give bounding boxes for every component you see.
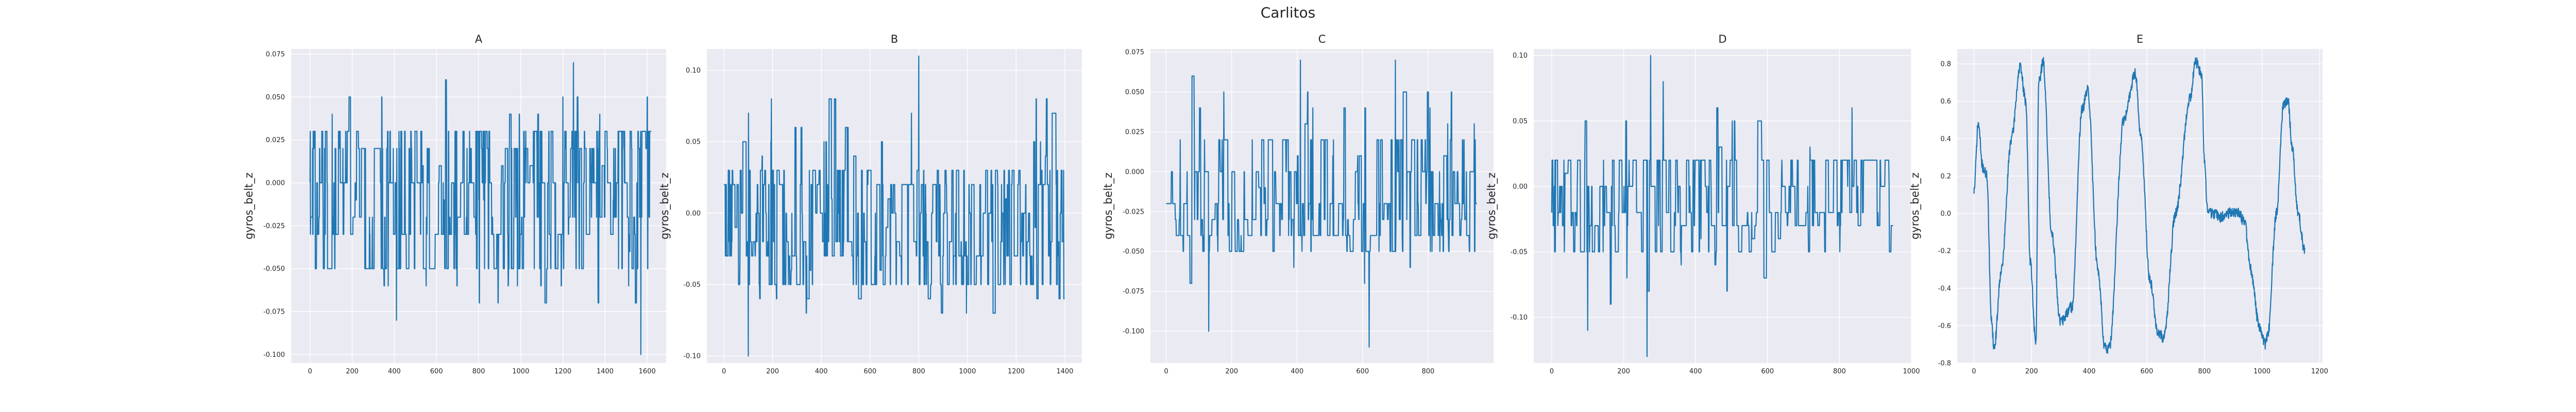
y-tick-label: -0.6 xyxy=(1938,322,1951,330)
subplot-title: A xyxy=(475,33,483,45)
subplot-e: 0 200 400 600 800 1000 1200 -0.8 -0.6 -0.4 -0.2 0.0… xyxy=(1909,33,2328,375)
x-tick-label: 1200 xyxy=(1008,368,1025,375)
y-tick-label: 0.8 xyxy=(1940,61,1951,68)
subplot-title: D xyxy=(1718,33,1726,45)
x-tick-label: 1000 xyxy=(2253,368,2270,375)
y-tick-label: 0.2 xyxy=(1940,173,1951,180)
subplot-title: C xyxy=(1318,33,1326,45)
x-tick-label: 200 xyxy=(2025,368,2038,375)
x-tick-label: 400 xyxy=(388,368,401,375)
y-tick-label: -0.050 xyxy=(1123,248,1144,256)
y-tick-label: -0.025 xyxy=(263,222,285,230)
y-tick-label: -0.050 xyxy=(263,265,285,273)
y-tick-label: 0.05 xyxy=(1513,117,1528,125)
series-line xyxy=(723,55,1065,357)
y-axis-label: gyros_belt_z xyxy=(658,173,671,239)
y-tick-label: -0.10 xyxy=(683,353,701,360)
x-tick-label: 800 xyxy=(2198,368,2211,375)
y-tick-label: -0.025 xyxy=(1123,208,1144,216)
plot-area xyxy=(1150,49,1494,363)
x-tick-label: 1200 xyxy=(554,368,571,375)
subplot-title: B xyxy=(891,33,898,45)
x-tick-label: 600 xyxy=(430,368,443,375)
y-tick-label: -0.8 xyxy=(1938,360,1951,368)
subplot-b: 0 200 400 600 800 1000 1200 1400 -0.10 -0.05 0.00 0… xyxy=(658,33,1082,375)
subplot-c: 0 200 400 600 800 -0.100 -0.075 -0.050 -0.025 0.0… xyxy=(1102,33,1494,375)
y-tick-label: -0.100 xyxy=(1123,328,1144,336)
y-tick-label: 0.10 xyxy=(1513,52,1528,60)
x-tick-label: 400 xyxy=(815,368,828,375)
y-tick-label: 0.000 xyxy=(1125,168,1144,176)
y-tick-label: 0.00 xyxy=(686,210,701,217)
x-tick-label: 1000 xyxy=(512,368,529,375)
x-tick-label: 0 xyxy=(308,368,312,375)
y-tick-label: 0.0 xyxy=(1940,210,1951,218)
y-axis-label: gyros_belt_z xyxy=(1485,173,1498,239)
x-tick-label: 1400 xyxy=(1056,368,1073,375)
x-tick-label: 1600 xyxy=(639,368,656,375)
plot-area xyxy=(1957,49,2323,363)
y-tick-label: 0.6 xyxy=(1940,98,1951,106)
x-tick-label: 800 xyxy=(912,368,925,375)
figure-title: Carlitos xyxy=(1261,4,1315,21)
y-tick-label: 0.050 xyxy=(266,94,285,101)
x-tick-label: 1200 xyxy=(2311,368,2328,375)
x-tick-label: 1000 xyxy=(959,368,976,375)
series-line xyxy=(1551,55,1893,357)
x-tick-label: 200 xyxy=(346,368,359,375)
x-tick-label: 400 xyxy=(1689,368,1702,375)
x-tick-label: 600 xyxy=(1356,368,1369,375)
series-line xyxy=(1166,59,1478,348)
y-tick-label: 0.00 xyxy=(1513,183,1528,191)
x-tick-label: 400 xyxy=(1291,368,1303,375)
x-tick-label: 1000 xyxy=(1903,368,1920,375)
y-tick-label: -0.075 xyxy=(1123,288,1144,296)
x-tick-label: 200 xyxy=(1617,368,1630,375)
x-tick-label: 200 xyxy=(1225,368,1238,375)
x-tick-label: 800 xyxy=(1421,368,1434,375)
x-tick-label: 0 xyxy=(722,368,726,375)
subplot-title: E xyxy=(2137,33,2143,45)
x-tick-label: 800 xyxy=(1833,368,1846,375)
series-line xyxy=(309,62,652,355)
x-tick-label: 800 xyxy=(472,368,485,375)
y-tick-label: -0.05 xyxy=(1510,248,1528,256)
y-tick-label: -0.075 xyxy=(263,308,285,316)
y-tick-label: 0.05 xyxy=(686,139,701,146)
y-tick-label: -0.4 xyxy=(1938,285,1951,293)
y-tick-label: 0.025 xyxy=(266,136,285,144)
series-line xyxy=(1973,57,2306,354)
subplot-d: 0 200 400 600 800 1000 -0.10 -0.05 0.00 0.05 0.10 D… xyxy=(1485,33,1920,375)
y-tick-label: 0.000 xyxy=(266,180,285,187)
y-tick-label: -0.10 xyxy=(1510,314,1528,322)
y-axis-label: gyros_belt_z xyxy=(243,173,256,239)
x-tick-label: 400 xyxy=(2083,368,2096,375)
y-tick-label: 0.075 xyxy=(266,51,285,59)
x-tick-label: 600 xyxy=(2141,368,2154,375)
x-tick-label: 0 xyxy=(1550,368,1554,375)
subplot-a: 0 200 400 600 800 1000 1200 1400 1600 -0.100 -0.07… xyxy=(243,33,666,375)
x-tick-label: 600 xyxy=(863,368,876,375)
x-tick-label: 600 xyxy=(1761,368,1774,375)
y-tick-label: -0.2 xyxy=(1938,248,1951,255)
y-axis-label: gyros_belt_z xyxy=(1102,173,1115,239)
x-tick-label: 200 xyxy=(766,368,779,375)
y-axis-label: gyros_belt_z xyxy=(1909,173,1922,239)
y-tick-label: 0.050 xyxy=(1125,89,1144,96)
y-tick-label: -0.100 xyxy=(263,351,285,359)
y-tick-label: 0.025 xyxy=(1125,129,1144,136)
x-tick-label: 1400 xyxy=(597,368,614,375)
x-tick-label: 0 xyxy=(1972,368,1976,375)
y-tick-label: 0.4 xyxy=(1940,135,1951,143)
y-tick-label: -0.05 xyxy=(683,281,701,289)
y-tick-label: 0.10 xyxy=(686,67,701,75)
x-tick-label: 0 xyxy=(1164,368,1168,375)
y-tick-label: 0.075 xyxy=(1125,49,1144,57)
